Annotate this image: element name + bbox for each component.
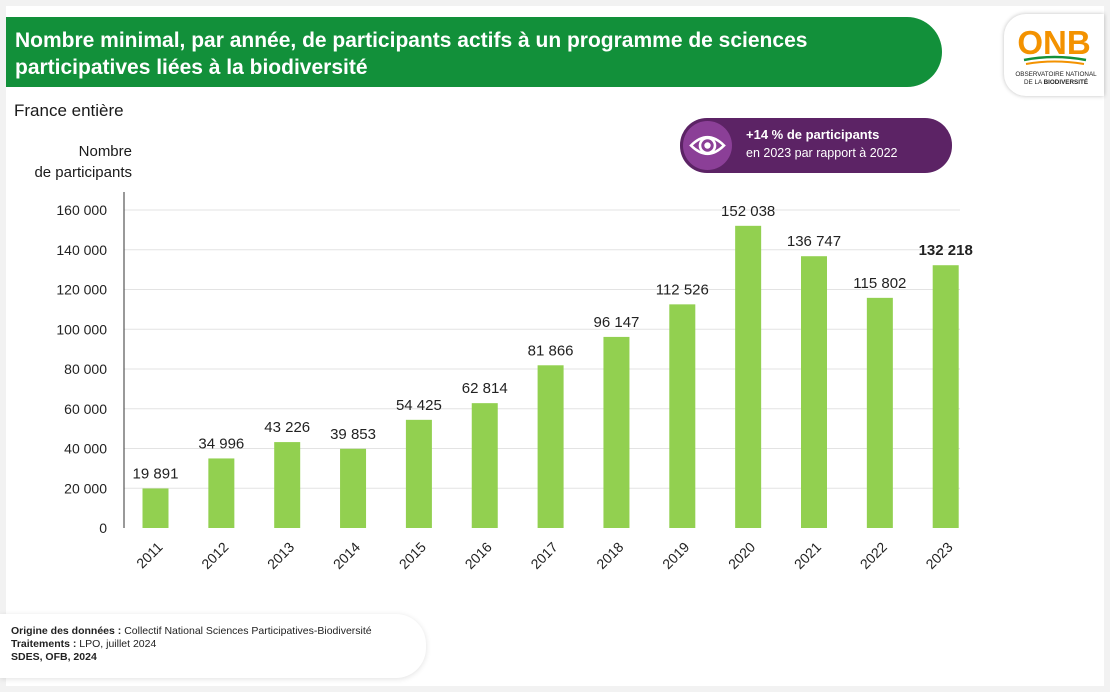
y-axis-ticks: 0 20 000 40 000 60 000 80 000 100 000 120 000 1… [56,202,107,536]
bar-2023 [932,265,959,528]
x-tick-label-2015: 2015 [396,539,429,572]
y-axis-label-line1: Nombre [78,143,132,160]
svg-text:DE LA BIODIVERSITÉ: DE LA BIODIVERSITÉ [1024,77,1088,86]
x-tick-label-2019: 2019 [659,539,692,572]
bar-2014 [340,448,367,528]
source-treatment-label: Traitements : [11,638,77,650]
logo-caption-bold: BIODIVERSITÉ [1044,77,1088,86]
y-tick-label: 100 000 [56,321,107,337]
source-treatment-value: LPO, juillet 2024 [79,638,157,650]
value-label-2023: 132 218 [919,242,973,259]
y-tick-label: 120 000 [56,282,107,298]
source-origin-label: Origine des données : [11,625,122,637]
title-banner: Nombre minimal, par année, de participan… [6,17,942,87]
value-label-2019: 112 526 [656,281,709,298]
value-label-2015: 54 425 [396,397,442,414]
value-label-2014: 39 853 [330,426,376,443]
y-tick-label: 20 000 [64,480,107,496]
highlight-headline: +14 % de participants [746,127,880,142]
x-tick-label-2021: 2021 [791,539,824,572]
bar-2017 [537,365,564,528]
highlight-callout: +14 % de participants en 2023 par rappor… [680,118,952,173]
bar-2022 [866,297,893,528]
value-label-2016: 62 814 [462,380,508,397]
value-label-2011: 19 891 [133,465,179,482]
y-tick-label: 60 000 [64,401,107,417]
bar-2016 [471,403,498,528]
chart-title-line2: participatives liées à la biodiversité [15,56,368,79]
bar-2021 [801,256,827,528]
bar-2020 [735,225,762,529]
y-tick-label: 80 000 [64,361,107,377]
y-axis-label-line2: de participants [34,164,132,181]
x-tick-label-2011: 2011 [133,539,166,572]
value-labels: 19 891 34 996 43 226 39 853 54 425 62 814 81 8… [133,203,973,483]
source-origin-value: Collectif National Sciences Participativ… [124,625,372,637]
x-tick-label-2012: 2012 [198,539,231,572]
value-label-2017: 81 866 [528,342,574,359]
x-tick-label-2016: 2016 [462,539,495,572]
bar-2019 [669,304,696,528]
value-label-2018: 96 147 [594,314,640,331]
y-tick-label: 160 000 [56,202,107,218]
logo-text: ONB [1017,24,1090,61]
y-tick-label: 140 000 [56,242,107,258]
bar-2018 [603,336,630,528]
bar-2012 [208,458,235,528]
chart-title-line1: Nombre minimal, par année, de participan… [15,29,808,52]
x-tick-label-2022: 2022 [857,539,890,572]
source-credit: SDES, OFB, 2024 [11,651,97,663]
source-note: Origine des données : Collectif National… [0,614,426,678]
y-tick-label: 0 [99,520,107,536]
value-label-2022: 115 802 [853,275,906,292]
value-label-2020: 152 038 [721,203,775,220]
y-tick-label: 40 000 [64,441,107,457]
bars [142,225,959,529]
value-label-2013: 43 226 [264,419,310,436]
x-axis-ticks: 2011 2012 2013 2014 2015 2016 2017 2018 2019 2020… [133,539,956,572]
x-tick-label-2020: 2020 [725,539,758,572]
bar-2015 [405,419,432,528]
x-tick-label-2017: 2017 [527,539,560,572]
x-tick-label-2023: 2023 [922,539,955,572]
onb-logo: ONB OBSERVATOIRE NATIONAL DE LA BIODIVER… [1004,14,1104,96]
bar-2011 [142,488,169,528]
x-tick-label-2018: 2018 [593,539,626,572]
chart-subtitle: France entière [14,101,124,120]
value-label-2021: 136 747 [787,233,841,250]
eye-icon [683,121,732,170]
x-tick-label-2013: 2013 [264,539,297,572]
highlight-detail: en 2023 par rapport à 2022 [746,146,898,160]
logo-caption-prefix: DE LA [1024,79,1044,86]
x-tick-label-2014: 2014 [330,539,363,572]
y-axis-label: Nombre de participants [14,141,132,183]
logo-caption-line1: OBSERVATOIRE NATIONAL [1015,71,1097,78]
bar-2013 [274,442,301,528]
value-label-2012: 34 996 [198,435,244,452]
